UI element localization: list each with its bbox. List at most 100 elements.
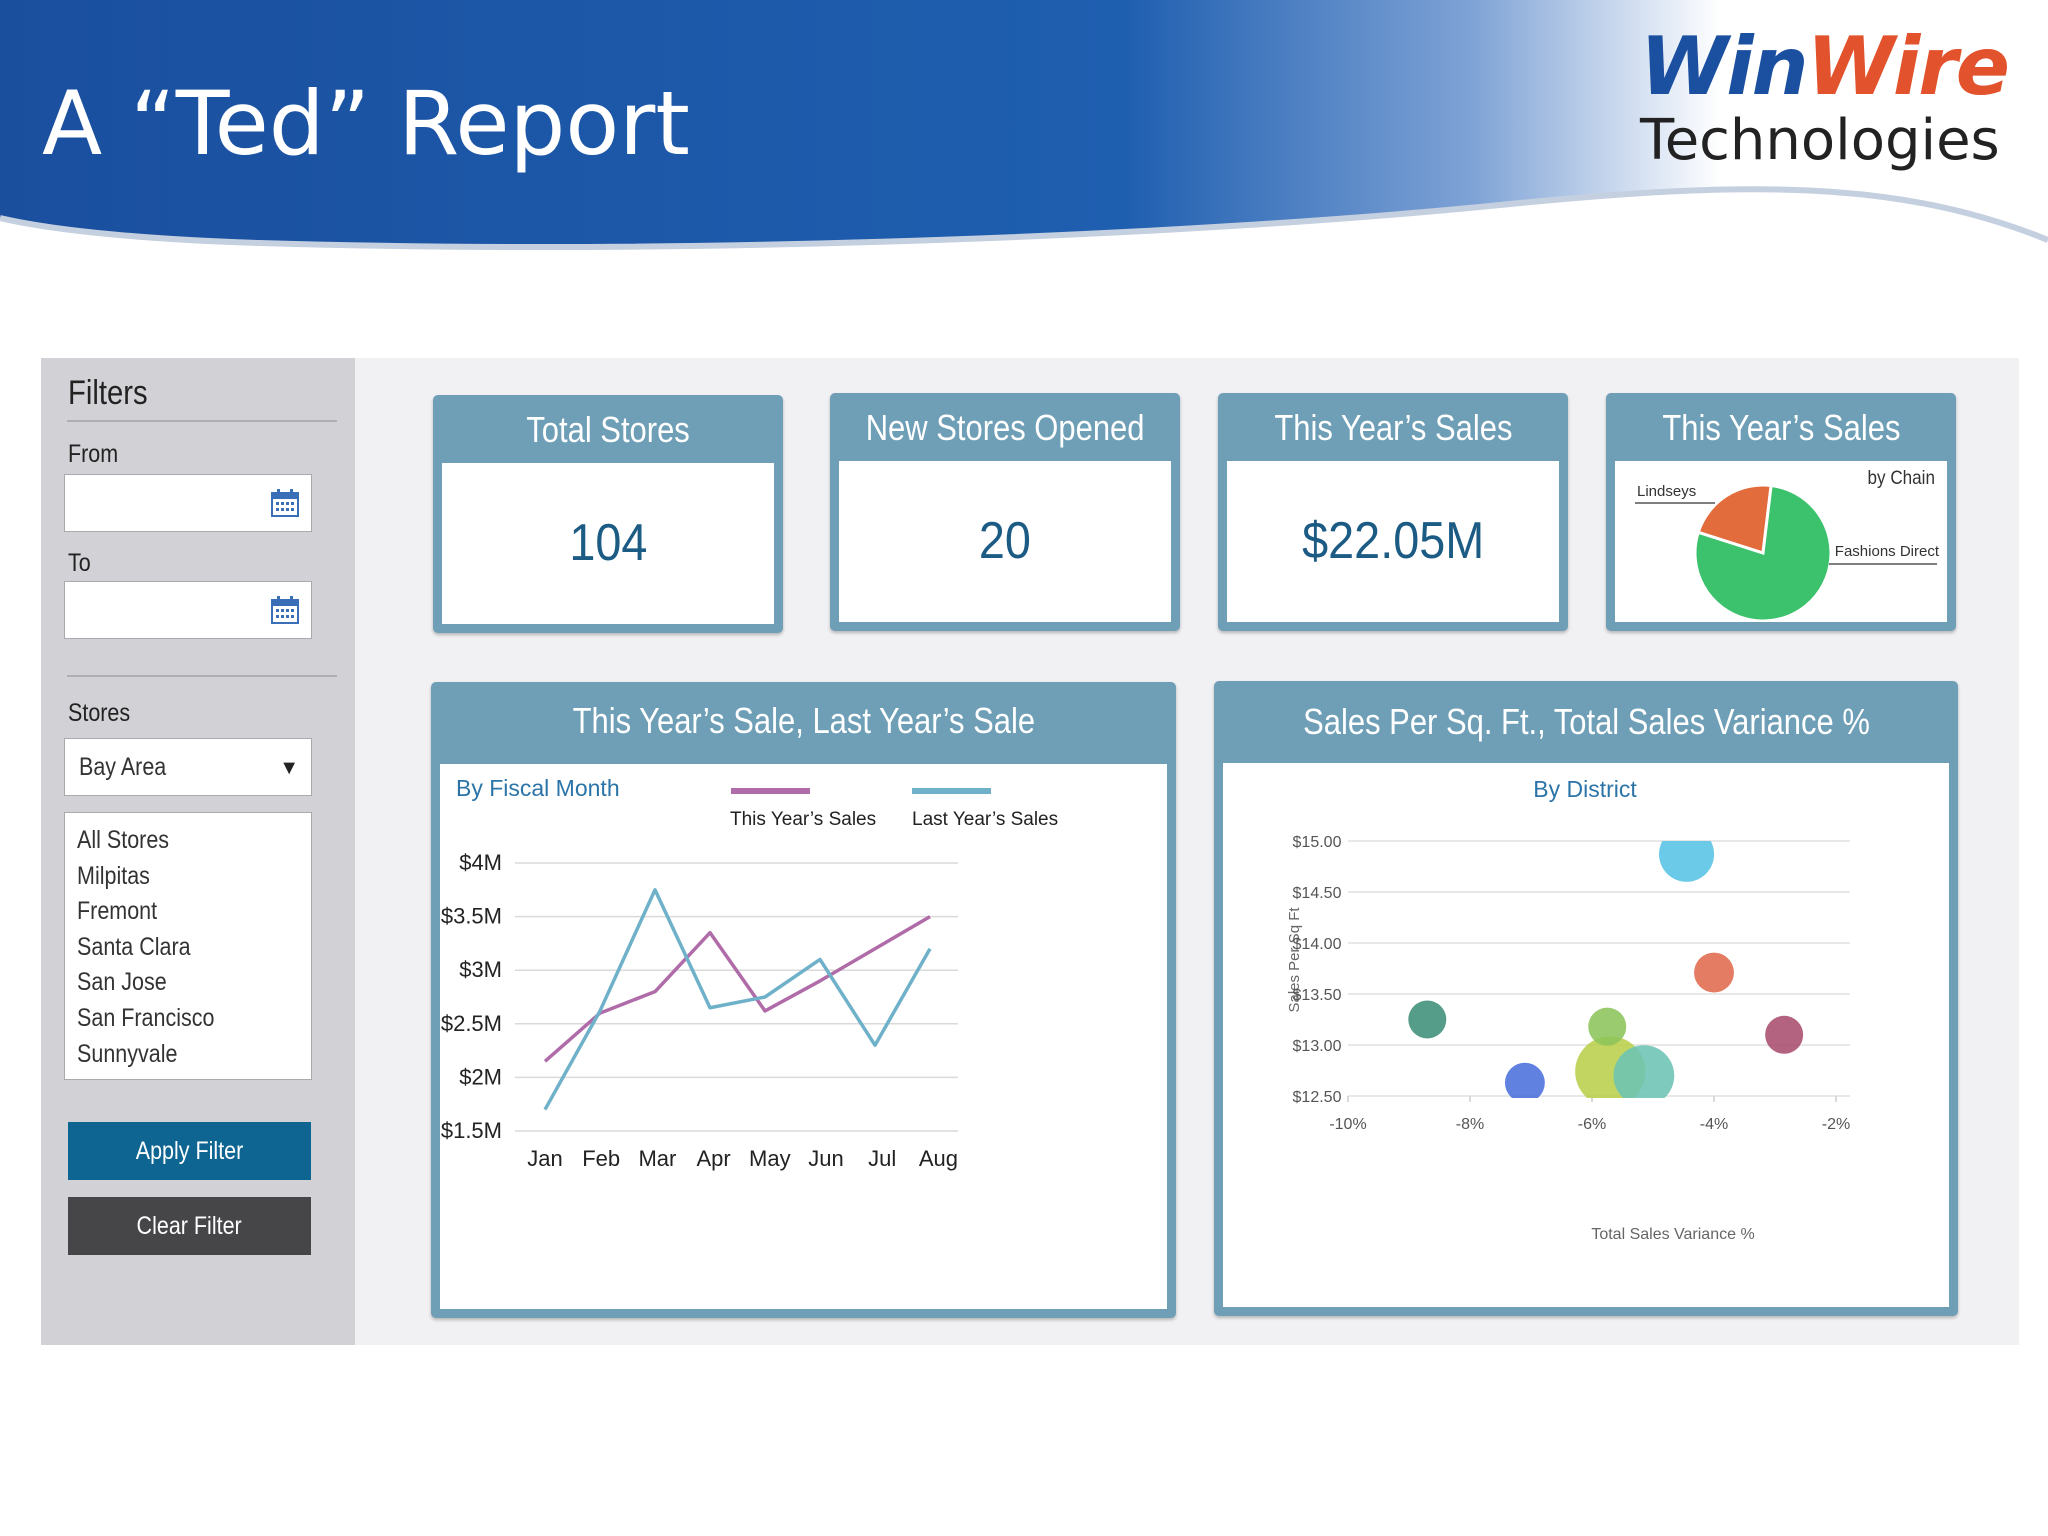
kpi-title: Total Stores: [526, 409, 690, 450]
filters-sidebar: Filters From To Stores Bay Area ▼ All St…: [41, 358, 355, 1345]
y-tick-label: $14.50: [1293, 885, 1342, 902]
y-tick-label: $13.50: [1293, 987, 1342, 1004]
kpi-card-total-stores: Total Stores 104: [433, 395, 783, 633]
x-tick-label: Jan: [527, 1146, 562, 1171]
x-tick-label: Mar: [638, 1146, 676, 1171]
store-list-item[interactable]: San Francisco: [77, 1003, 215, 1032]
x-tick-label: May: [749, 1146, 791, 1171]
logo-subtitle: Technologies: [1640, 108, 2000, 173]
line-chart-subtitle: By Fiscal Month: [456, 775, 620, 801]
pie-chart: by Chain Lindseys Fashions Direct: [1635, 467, 1940, 623]
y-tick-label: $14.00: [1293, 936, 1342, 953]
kpi-title: This Year’s Sales: [1273, 407, 1513, 448]
pie-card-title: This Year’s Sales: [1661, 407, 1901, 448]
kpi-body: $22.05M: [1227, 461, 1559, 622]
y-tick-label: $13.00: [1293, 1038, 1342, 1055]
store-list-item[interactable]: All Stores: [77, 826, 170, 854]
kpi-value: 104: [568, 514, 648, 572]
y-tick-label: $3M: [459, 957, 502, 982]
calendar-icon[interactable]: [271, 596, 299, 624]
to-label: To: [68, 549, 91, 577]
bubble-point: [1588, 1007, 1627, 1046]
series-line-this-year: [543, 915, 931, 1063]
logo-word-wire: Wire: [1806, 20, 2010, 113]
calendar-icon[interactable]: [271, 489, 299, 517]
bubble-chart-body: By District Sales Per Sq Ft Total Sales …: [1223, 763, 1949, 1307]
kpi-body: 20: [839, 461, 1171, 622]
y-tick-label: $2M: [459, 1064, 502, 1089]
bubble-chart-card: Sales Per Sq. Ft., Total Sales Variance …: [1214, 681, 1958, 1316]
bubble-point: [1408, 1000, 1447, 1039]
x-tick-label: -6%: [1578, 1116, 1606, 1133]
store-list-item[interactable]: Fremont: [77, 897, 158, 926]
bubble-point: [1613, 1045, 1675, 1098]
bubble-point: [1765, 1015, 1804, 1054]
pie-subtitle: by Chain: [1868, 467, 1935, 488]
from-label: From: [68, 440, 119, 468]
to-date-field[interactable]: [64, 581, 312, 639]
kpi-title: New Stores Opened: [865, 407, 1145, 448]
store-list-item[interactable]: San Jose: [77, 968, 167, 997]
kpi-value: $22.05M: [1301, 512, 1485, 570]
stores-dropdown-value: Bay Area: [79, 753, 167, 781]
filters-divider: [67, 420, 337, 422]
pie-label-lindseys: Lindseys: [1637, 483, 1696, 500]
x-tick-label: Apr: [696, 1146, 730, 1171]
header-banner: [0, 0, 2048, 250]
x-tick-label: Feb: [582, 1146, 620, 1171]
logo-word-win: Win: [1640, 20, 1809, 113]
pie-label-fashions-direct: Fashions Direct: [1835, 543, 1940, 560]
legend-label-last-year: Last Year’s Sales: [912, 809, 1058, 830]
line-chart: By Fiscal Month This Year’s Sales Last Y…: [441, 775, 1058, 1171]
pie-slice-lindseys: [1696, 483, 1773, 555]
clear-filter-label: Clear Filter: [136, 1212, 243, 1240]
bubble-chart-subtitle: By District: [1533, 776, 1637, 802]
filters-heading: Filters: [68, 374, 148, 412]
x-tick-label: -4%: [1700, 1116, 1728, 1133]
x-tick-label: -8%: [1456, 1116, 1484, 1133]
store-list-item[interactable]: Milpitas: [77, 861, 150, 890]
bubble-chart-title: Sales Per Sq. Ft., Total Sales Variance …: [1302, 701, 1870, 742]
slide-title: A “Ted” Report: [42, 72, 690, 175]
stores-dropdown[interactable]: Bay Area ▼: [64, 738, 312, 796]
store-listbox[interactable]: All Stores Milpitas Fremont Santa Clara …: [64, 812, 312, 1080]
bubble-point: [1659, 841, 1715, 882]
kpi-card-new-stores: New Stores Opened 20: [830, 393, 1180, 631]
x-tick-label: -2%: [1822, 1116, 1850, 1133]
kpi-value: 20: [978, 512, 1032, 570]
apply-filter-label: Apply Filter: [135, 1137, 244, 1165]
kpi-body: 104: [442, 463, 774, 624]
bubble-chart: By District Sales Per Sq Ft Total Sales …: [1286, 776, 1850, 1243]
y-tick-label: $3.5M: [441, 904, 502, 929]
winwire-logo: WinWire Technologies: [1630, 20, 2010, 180]
pie-slice-fashions-direct: [1693, 483, 1833, 623]
x-tick-label: Aug: [919, 1146, 958, 1171]
x-tick-label: Jul: [868, 1146, 896, 1171]
line-chart-body: By Fiscal Month This Year’s Sales Last Y…: [440, 764, 1167, 1309]
x-tick-label: -10%: [1329, 1116, 1366, 1133]
store-list-item[interactable]: Sunnyvale: [77, 1039, 178, 1068]
stores-label: Stores: [68, 699, 131, 727]
y-tick-label: $12.50: [1293, 1089, 1342, 1106]
bubble-y-axis-label: Sales Per Sq Ft: [1286, 907, 1303, 1013]
line-chart-card: This Year’s Sale, Last Year’s Sale By Fi…: [431, 682, 1176, 1318]
apply-filter-button[interactable]: Apply Filter: [68, 1122, 311, 1180]
kpi-card-this-years-sales: This Year’s Sales $22.05M: [1218, 393, 1568, 631]
legend-label-this-year: This Year’s Sales: [730, 809, 876, 830]
logo-wordmark: WinWire: [1640, 20, 2010, 113]
y-tick-label: $1.5M: [441, 1118, 502, 1143]
series-line-last-year: [543, 888, 932, 1111]
pie-card-sales-by-chain: This Year’s Sales by Chain Lindseys Fash…: [1606, 393, 1956, 631]
clear-filter-button[interactable]: Clear Filter: [68, 1197, 311, 1255]
bubble-x-axis-label: Total Sales Variance %: [1591, 1226, 1754, 1243]
store-list-item[interactable]: Santa Clara: [77, 932, 191, 961]
dropdown-arrow-icon: ▼: [279, 757, 299, 779]
bubble-point: [1504, 1062, 1545, 1098]
from-date-field[interactable]: [64, 474, 312, 532]
bubble-point: [1694, 952, 1734, 993]
x-tick-label: Jun: [808, 1146, 843, 1171]
pie-card-body: by Chain Lindseys Fashions Direct: [1615, 461, 1947, 623]
y-tick-label: $2.5M: [441, 1011, 502, 1036]
y-tick-label: $15.00: [1293, 834, 1342, 851]
y-tick-label: $4M: [459, 850, 502, 875]
